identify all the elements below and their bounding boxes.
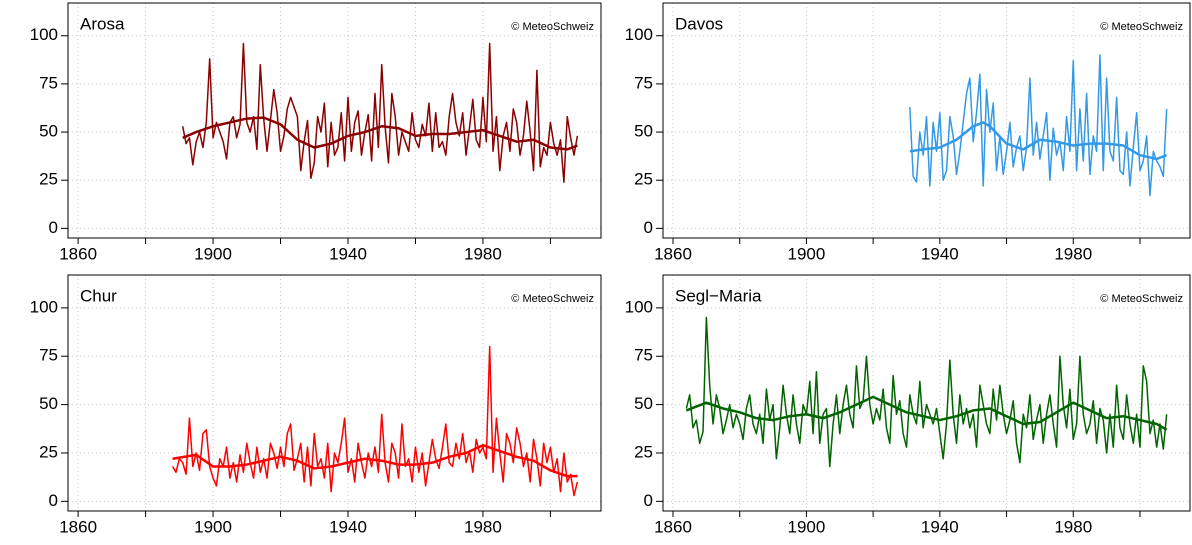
- y-tick-label: 50: [634, 394, 653, 413]
- y-tick-label: 25: [634, 170, 653, 189]
- y-tick-label: 25: [634, 442, 653, 461]
- x-tick-label: 1860: [654, 517, 692, 536]
- copyright: © MeteoSchweiz: [511, 293, 594, 305]
- x-tick-label: 1940: [921, 517, 959, 536]
- y-tick-label: 50: [39, 394, 58, 413]
- panel-title: Arosa: [80, 14, 125, 33]
- x-tick-label: 1860: [59, 517, 97, 536]
- x-tick-label: 1860: [654, 244, 692, 263]
- x-tick-label: 1900: [788, 244, 826, 263]
- y-tick-label: 50: [634, 122, 653, 141]
- smooth-line: [172, 443, 578, 478]
- copyright: © MeteoSchweiz: [1100, 21, 1183, 33]
- y-tick-label: 100: [30, 25, 58, 44]
- x-tick-label: 1940: [921, 244, 959, 263]
- copyright: © MeteoSchweiz: [1100, 293, 1183, 305]
- plot-frame: [67, 274, 602, 512]
- y-tick-label: 50: [39, 122, 58, 141]
- plot-frame: [662, 274, 1191, 512]
- smooth-line: [685, 395, 1168, 431]
- x-tick-label: 1940: [329, 244, 367, 263]
- plot-frame: [662, 2, 1191, 239]
- x-tick-label: 1980: [1054, 517, 1092, 536]
- data-line: [685, 316, 1168, 468]
- y-tick-label: 75: [39, 346, 58, 365]
- y-tick-label: 25: [39, 442, 58, 461]
- y-tick-label: 100: [30, 297, 58, 316]
- y-tick-label: 25: [39, 170, 58, 189]
- x-tick-label: 1980: [1054, 244, 1092, 263]
- x-tick-label: 1940: [329, 517, 367, 536]
- data-line: [181, 42, 579, 183]
- panel-title: Chur: [80, 286, 117, 305]
- x-tick-label: 1980: [464, 517, 502, 536]
- y-tick-label: 75: [39, 73, 58, 92]
- x-tick-label: 1900: [788, 517, 826, 536]
- smooth-line: [182, 116, 578, 151]
- y-tick-label: 100: [625, 297, 653, 316]
- x-tick-label: 1860: [59, 244, 97, 263]
- plot-frame: [67, 2, 602, 239]
- x-tick-label: 1980: [464, 244, 502, 263]
- panel-title: Davos: [675, 14, 723, 33]
- y-tick-label: 0: [49, 218, 58, 237]
- x-tick-label: 1900: [194, 517, 232, 536]
- y-tick-label: 0: [49, 491, 58, 510]
- y-tick-label: 100: [625, 25, 653, 44]
- y-tick-label: 0: [644, 218, 653, 237]
- copyright: © MeteoSchweiz: [511, 21, 594, 33]
- y-tick-label: 0: [644, 491, 653, 510]
- smooth-line: [909, 121, 1168, 161]
- data-line: [171, 345, 579, 497]
- y-tick-label: 75: [634, 346, 653, 365]
- x-tick-label: 1900: [194, 244, 232, 263]
- y-tick-label: 75: [634, 73, 653, 92]
- data-line: [909, 54, 1168, 197]
- panel-title: Segl−Maria: [675, 286, 762, 305]
